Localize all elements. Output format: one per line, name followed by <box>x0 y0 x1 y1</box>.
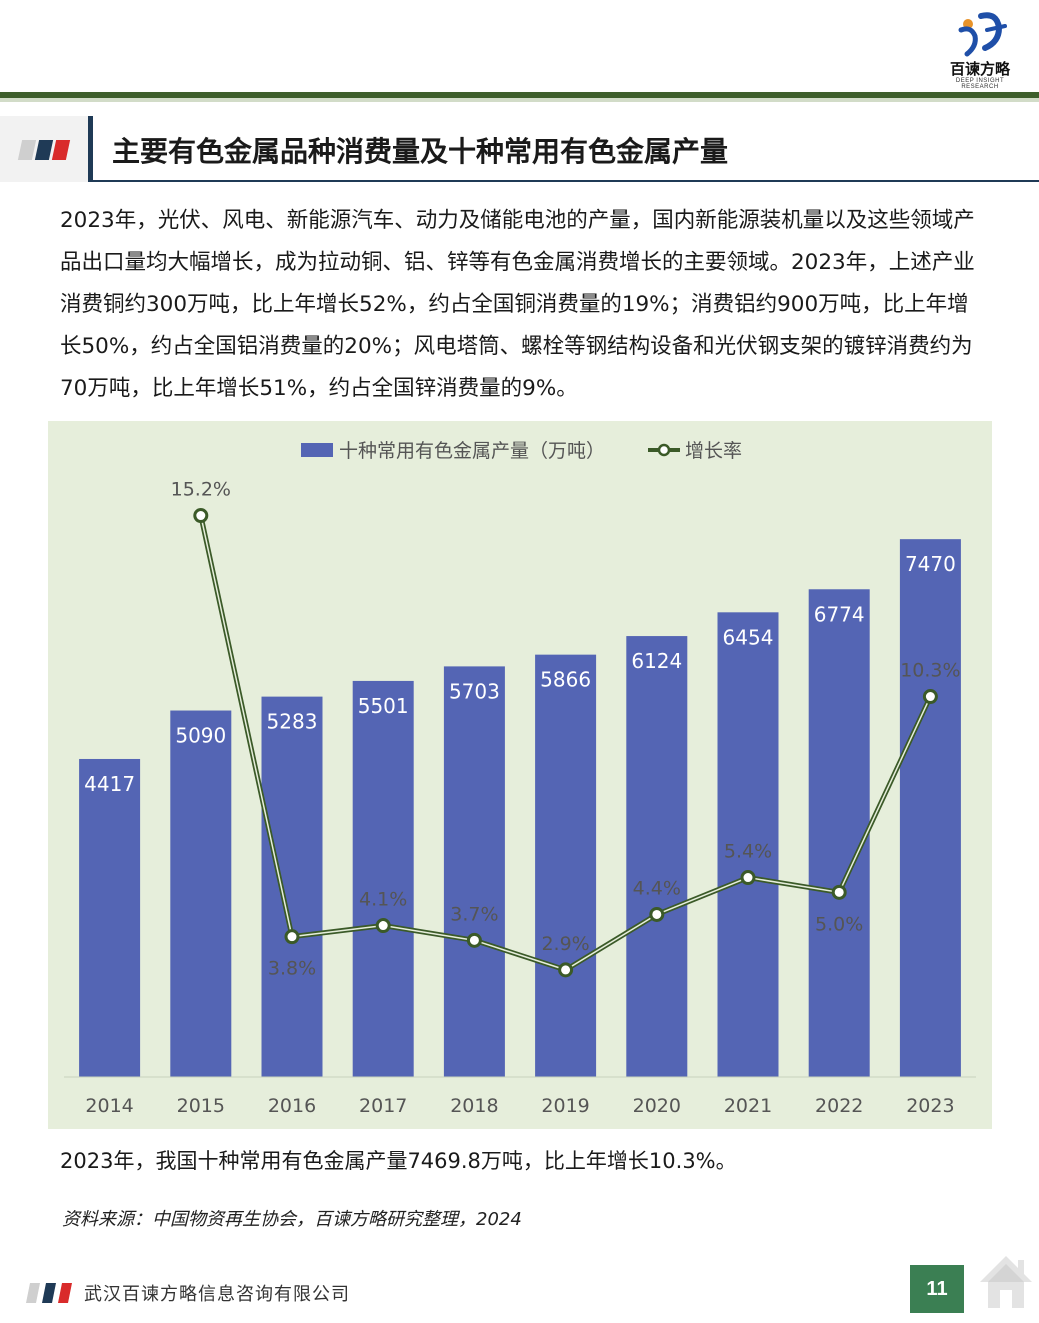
bar-value-label: 5866 <box>540 668 591 692</box>
growth-value-label: 5.0% <box>815 913 863 935</box>
growth-point <box>284 929 300 945</box>
x-tick-label: 2023 <box>906 1095 954 1117</box>
growth-point <box>193 508 209 524</box>
body-paragraph: 2023年，光伏、风电、新能源汽车、动力及储能电池的产量，国内新能源装机量以及这… <box>60 208 975 401</box>
title-vertical-line <box>88 116 93 182</box>
bar-value-label: 7470 <box>905 552 956 576</box>
bar-value-label: 5090 <box>175 724 226 748</box>
stripe-red <box>51 140 71 160</box>
tricolor-stripes-icon <box>26 1283 72 1303</box>
chart-bar <box>79 758 141 1077</box>
growth-value-label: 4.1% <box>359 889 407 911</box>
bar-value-label: 5703 <box>449 679 500 703</box>
bar-value-label: 6454 <box>723 625 774 649</box>
chart-bar <box>717 612 779 1077</box>
growth-point <box>740 870 756 886</box>
chart-bar <box>352 680 414 1077</box>
bar-value-label: 5283 <box>267 710 318 734</box>
chart-svg: 4417 5090 5283 5501 5703 5866 6124 6454 6774 7470… <box>48 421 992 1129</box>
growth-value-label: 15.2% <box>171 479 231 501</box>
legend-line-label: 增长率 <box>685 440 742 462</box>
home-icon[interactable] <box>978 1252 1034 1312</box>
stripe-gray <box>17 140 37 160</box>
growth-value-label: 2.9% <box>541 933 589 955</box>
bar-value-label: 5501 <box>358 694 409 718</box>
growth-point <box>466 932 482 948</box>
chart-bar <box>626 636 688 1077</box>
x-tick-label: 2014 <box>85 1095 133 1117</box>
brand-logo: 百谏方略 DEEP INSIGHT RESEARCH <box>941 8 1019 90</box>
stripe-navy <box>34 140 54 160</box>
chart-bar <box>535 654 597 1077</box>
logo-brand-text: 百谏方略 <box>949 60 1010 78</box>
x-tick-label: 2021 <box>724 1095 772 1117</box>
legend-bar-swatch <box>301 443 333 457</box>
x-tick-label: 2016 <box>268 1095 316 1117</box>
chart-bar <box>170 710 232 1077</box>
page-title: 主要有色金属品种消费量及十种常用有色金属产量 <box>112 135 729 168</box>
growth-point <box>375 918 391 934</box>
growth-point <box>831 884 847 900</box>
x-tick-label: 2020 <box>633 1095 681 1117</box>
chart-caption: 2023年，我国十种常用有色金属产量7469.8万吨，比上年增长10.3%。 <box>60 1149 737 1173</box>
x-tick-label: 2022 <box>815 1095 863 1117</box>
x-tick-label: 2015 <box>177 1095 225 1117</box>
growth-point <box>558 962 574 978</box>
chart-bar <box>443 666 505 1077</box>
growth-point <box>922 689 938 705</box>
chart-bar <box>899 539 961 1077</box>
legend-line-marker <box>657 443 671 457</box>
growth-value-label: 5.4% <box>724 841 772 863</box>
brand-logo-icon <box>958 12 1007 57</box>
bar-value-label: 4417 <box>84 772 135 796</box>
growth-value-label: 3.7% <box>450 903 498 925</box>
source-note: 资料来源：中国物资再生协会，百谏方略研究整理，2024 <box>62 1209 522 1230</box>
section-title-bar: 主要有色金属品种消费量及十种常用有色金属产量 <box>0 116 1039 182</box>
growth-point <box>649 906 665 922</box>
chart-bar <box>261 696 323 1077</box>
growth-value-label: 10.3% <box>900 660 960 682</box>
x-tick-label: 2017 <box>359 1095 407 1117</box>
bar-value-label: 6124 <box>631 649 682 673</box>
title-underline <box>93 180 1039 182</box>
production-chart: 4417 5090 5283 5501 5703 5866 6124 6454 6774 7470… <box>48 421 992 1129</box>
chart-bar <box>808 589 870 1077</box>
footer-company: 武汉百谏方略信息咨询有限公司 <box>84 1284 350 1305</box>
growth-value-label: 4.4% <box>633 877 681 899</box>
x-tick-label: 2018 <box>450 1095 498 1117</box>
x-tick-label: 2019 <box>541 1095 589 1117</box>
header-rule <box>0 92 1039 98</box>
logo-sub-text: DEEP INSIGHT RESEARCH <box>955 78 1005 90</box>
header-rule-light <box>0 98 1039 102</box>
legend-bar-label: 十种常用有色金属产量（万吨） <box>339 440 605 462</box>
page-number: 11 <box>910 1265 964 1313</box>
title-decoration <box>0 116 88 182</box>
bar-value-label: 6774 <box>814 602 865 626</box>
growth-value-label: 3.8% <box>268 958 316 980</box>
